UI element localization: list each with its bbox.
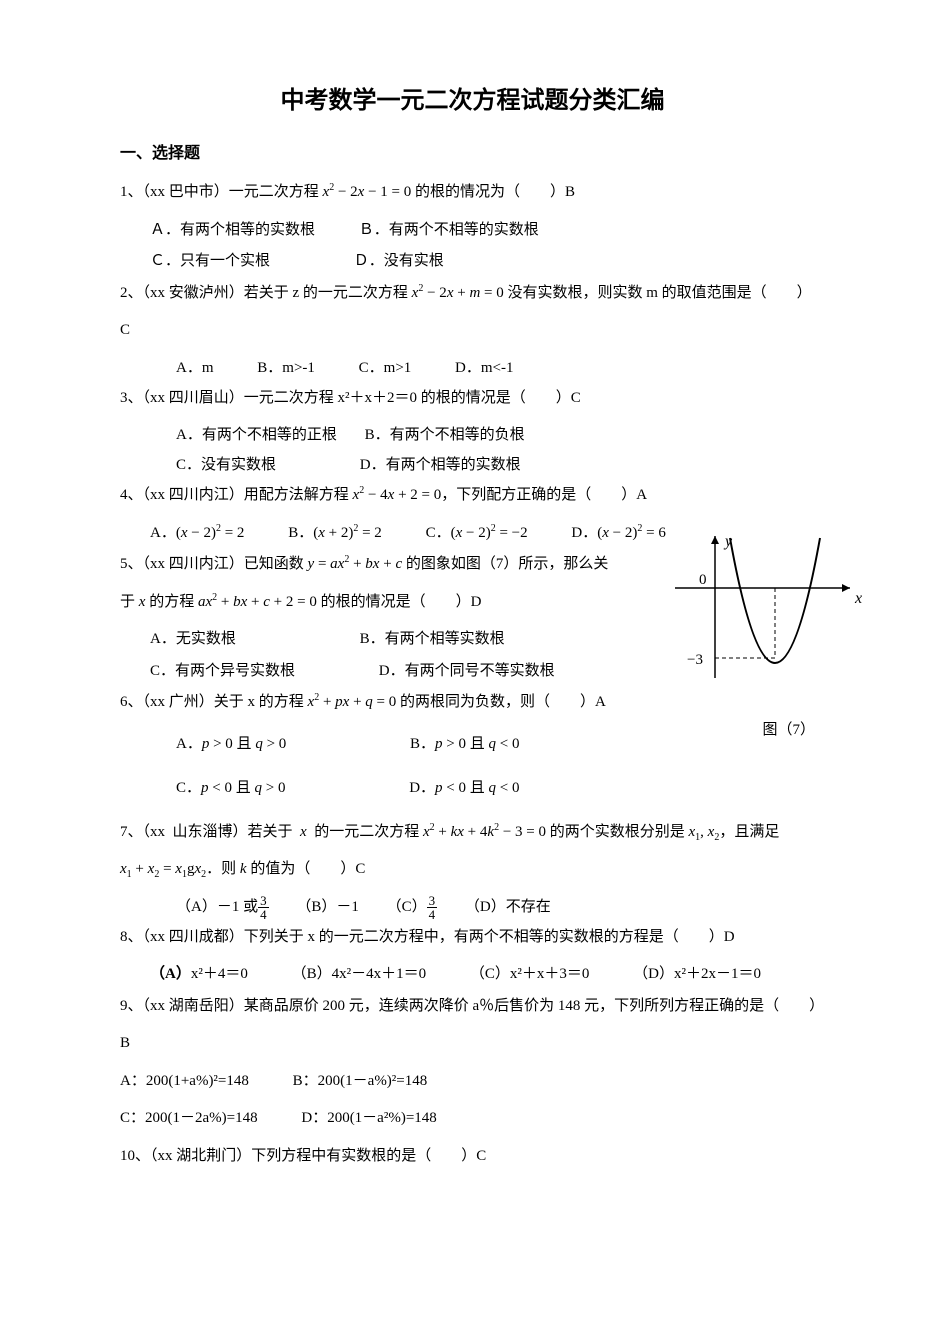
parabola-graph: x y 0 −3: [665, 528, 865, 708]
q5-option-row-1: A．无实数根 B．有两个相等实数根: [120, 624, 615, 656]
q1-option-row-1: Ａ．有两个相等的实数根 Ｂ．有两个不相等的实数根: [120, 215, 825, 247]
q5-opt-d: D．有两个同号不等实数根: [379, 663, 555, 679]
q4-stem: 4、（xx 四川内江）用配方法解方程 x2 − 4x + 2 = 0，下列配方正…: [120, 480, 825, 512]
q5-opt-b: B．有两个相等实数根: [360, 631, 505, 647]
q2-opt-c: C．m>1: [359, 360, 412, 376]
q2-opt-a: A．m: [176, 360, 214, 376]
q1-opt-d: Ｄ．没有实根: [354, 253, 444, 269]
q5-opt-a: A．无实数根: [150, 631, 236, 647]
q9-opt-d: D：200(1－a²%)=148: [301, 1110, 436, 1126]
q3-opt-a: A．有两个不相等的正根: [176, 427, 337, 443]
q2-options: A．m B．m>-1 C．m>1 D．m<-1: [120, 353, 825, 383]
q9-opt-c: C：200(1－2a%)=148: [120, 1110, 258, 1126]
q5-stem-1: 5、（xx 四川内江）已知函数 y = ax2 + bx + c 的图象如图（7…: [120, 549, 615, 581]
q7-opt-c: （C）: [387, 899, 427, 915]
q9-stem: 9、（xx 湖南岳阳）某商品原价 200 元，连续两次降价 a％后售价为 148…: [120, 991, 825, 1023]
q1-option-row-2: Ｃ．只有一个实根 Ｄ．没有实根: [120, 246, 825, 278]
q8-options: （A）x²＋4＝0 （B）4x²－4x＋1＝0 （C）x²＋x＋3＝0 （D）x…: [120, 959, 825, 991]
q7-opt-b: （B）－1: [296, 899, 359, 915]
svg-text:0: 0: [699, 572, 707, 588]
q5-stem-2: 于 x 的方程 ax2 + bx + c + 2 = 0 的根的情况是（ ）D: [120, 587, 615, 619]
q7-opt-d: （D）不存在: [465, 899, 551, 915]
q3-opt-d: D．有两个相等的实数根: [360, 457, 521, 473]
q3-opt-c: C．没有实数根: [176, 457, 276, 473]
q9-option-row-2: C：200(1－2a%)=148 D：200(1－a²%)=148: [120, 1103, 825, 1135]
q10-stem: 10、（xx 湖北荆门）下列方程中有实数根的是（ ）C: [120, 1141, 825, 1173]
q2-answer: C: [120, 315, 825, 347]
q1-opt-a: Ａ．有两个相等的实数根: [150, 222, 315, 238]
q5-option-row-2: C．有两个异号实数根 D．有两个同号不等实数根: [120, 656, 615, 688]
q3-option-row-2: C．没有实数根 D．有两个相等的实数根: [120, 450, 825, 480]
svg-text:−3: −3: [687, 652, 703, 668]
q2-opt-d: D．m<-1: [455, 360, 513, 376]
section-header: 一、选择题: [120, 139, 825, 163]
q1-stem: 1、（xx 巴中市）一元二次方程 x2 − 2x − 1 = 0 的根的情况为（…: [120, 177, 825, 209]
q3-opt-b: B．有两个不相等的负根: [365, 427, 525, 443]
q9-opt-b: B：200(1－a%)²=148: [293, 1073, 428, 1089]
q7-stem-1: 7、（xx 山东淄博）若关于 x 的一元二次方程 x2 + kx + 4k2 −…: [120, 817, 825, 849]
q6-option-row-2: C．p < 0 且 q > 0 D．p < 0 且 q < 0: [120, 773, 825, 803]
q3-option-row-1: A．有两个不相等的正根 B．有两个不相等的负根: [120, 420, 825, 450]
q7-stem-2: x1 + x2 = x1gx2．则 k 的值为（ ）C: [120, 854, 825, 886]
q9-opt-a: A：200(1+a%)²=148: [120, 1073, 249, 1089]
q5-opt-c: C．有两个异号实数根: [150, 663, 295, 679]
q8-stem: 8、（xx 四川成都）下列关于 x 的一元二次方程中，有两个不相等的实数根的方程…: [120, 922, 825, 954]
q6-option-row-1: A．p > 0 且 q > 0 B．p > 0 且 q < 0: [120, 729, 825, 759]
q2-opt-b: B．m>-1: [257, 360, 315, 376]
graph-caption: 图（7）: [762, 718, 815, 739]
page-title: 中考数学一元二次方程试题分类汇编: [120, 80, 825, 115]
q2-stem: 2、（xx 安徽泸州）若关于 z 的一元二次方程 x2 − 2x + m = 0…: [120, 278, 825, 310]
q1-opt-c: Ｃ．只有一个实根: [150, 253, 270, 269]
q9-option-row-1: A：200(1+a%)²=148 B：200(1－a%)²=148: [120, 1066, 825, 1098]
svg-text:y: y: [723, 533, 733, 550]
q1-opt-b: Ｂ．有两个不相等的实数根: [359, 222, 539, 238]
q3-stem: 3、（xx 四川眉山）一元二次方程 x²＋x＋2＝0 的根的情况是（ ）C: [120, 383, 825, 415]
q7-options: （A）－1 或34 （B）－1 （C）34 （D）不存在: [120, 892, 825, 922]
q9-answer: B: [120, 1028, 825, 1060]
svg-text:x: x: [854, 590, 862, 607]
q7-opt-a: （A）－1 或: [176, 899, 258, 915]
